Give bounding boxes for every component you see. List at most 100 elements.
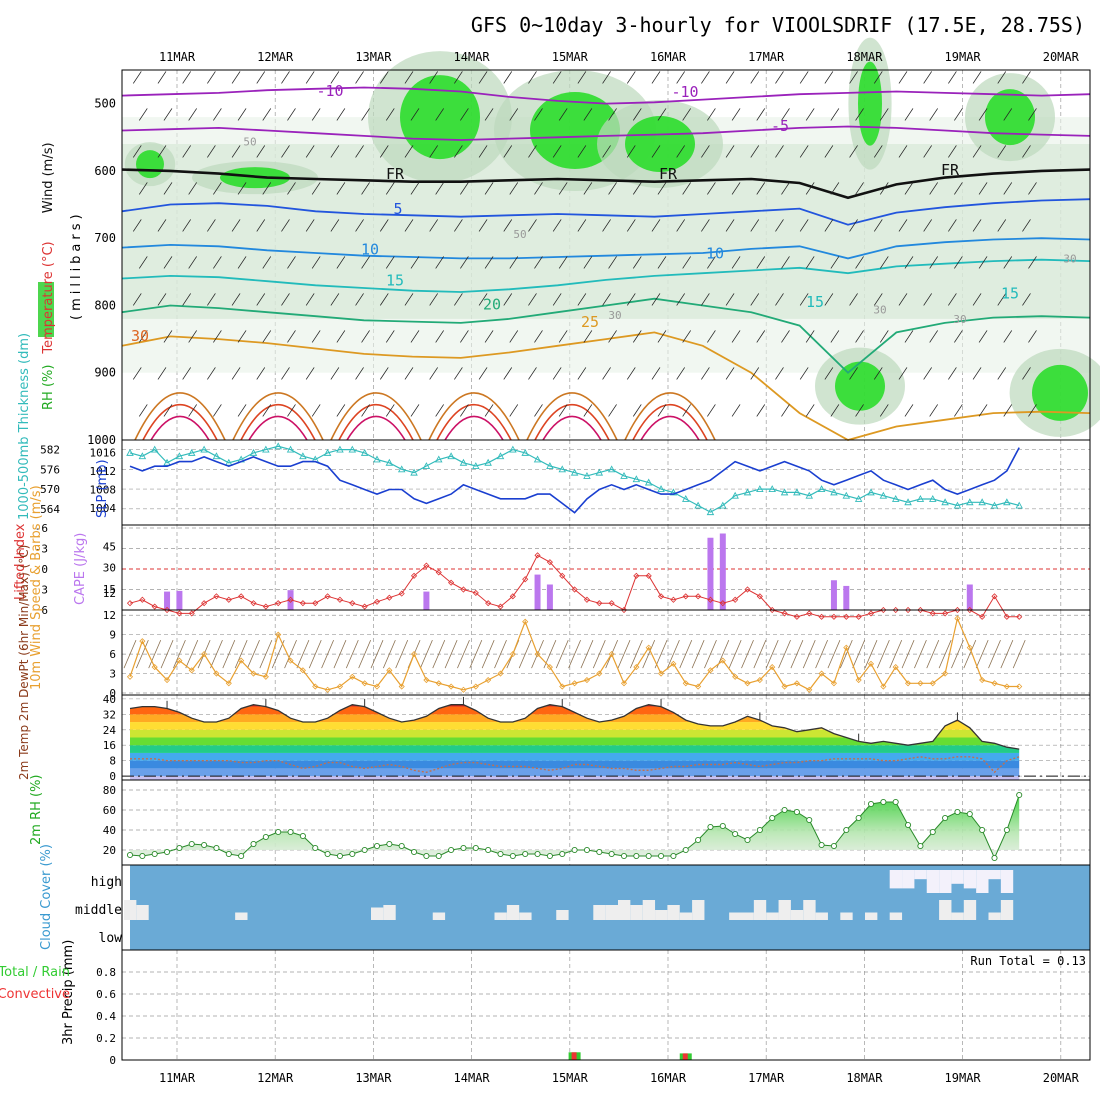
- wind-barb: [676, 293, 686, 306]
- cloud-middle-cell: [506, 905, 520, 920]
- wind-barb: [1028, 256, 1037, 269]
- wind-speed-marker: [448, 683, 455, 690]
- rh-marker: [892, 798, 899, 806]
- contour-label: 30: [953, 313, 966, 326]
- surface-wind-barb: [469, 639, 483, 669]
- rh-marker: [608, 850, 615, 858]
- temp-band: [130, 745, 1020, 753]
- wind-barb: [528, 71, 537, 84]
- lifted-index-marker: [151, 603, 158, 610]
- wind-barb: [503, 219, 513, 232]
- thickness-marker: [348, 445, 357, 453]
- wind-barb: [534, 404, 543, 417]
- wind-barb: [626, 219, 636, 232]
- wind-barb: [287, 108, 296, 121]
- rh-marker: [744, 836, 751, 844]
- lifted-index-marker: [818, 613, 825, 620]
- wind-barb: [484, 182, 494, 195]
- wind-speed-marker: [398, 683, 405, 690]
- surface-wind-barb: [938, 639, 952, 669]
- rh-green-cell: [1032, 364, 1088, 421]
- wind-barb: [1028, 182, 1037, 195]
- wind-speed-marker: [954, 615, 961, 622]
- wind-barb: [978, 404, 988, 417]
- wind-barb: [404, 71, 414, 84]
- surface-wind-barb: [333, 639, 347, 669]
- cloud-middle-cell: [371, 907, 384, 920]
- wind-barb: [484, 256, 494, 269]
- surface-wind-barb: [839, 639, 853, 669]
- date-label-top: 18MAR: [846, 50, 883, 64]
- wind-barb: [1022, 293, 1031, 306]
- wind-barb: [330, 71, 340, 84]
- slp-ylabel-right-group: SLP (mb): [95, 459, 110, 518]
- wind-barb: [305, 367, 315, 380]
- thickness-marker: [644, 478, 653, 486]
- cloud-high-cell: [926, 870, 940, 893]
- lifted-index-marker: [571, 586, 578, 593]
- surface-wind-barb: [148, 639, 162, 669]
- wind-barb: [805, 256, 815, 269]
- rh-legend-swatch: [38, 282, 54, 337]
- wind-barb: [849, 145, 858, 158]
- dewpoint-line: [130, 756, 1020, 774]
- wind-barb: [287, 330, 296, 343]
- rh-marker: [275, 828, 282, 836]
- wind-barb: [997, 71, 1007, 84]
- date-label-bottom: 17MAR: [748, 1071, 785, 1085]
- wind-barb: [305, 145, 315, 158]
- surface-wind-barb: [988, 639, 1001, 669]
- rh-green-cell: [858, 61, 882, 146]
- wind-barb: [830, 256, 840, 269]
- wind-barb: [898, 219, 908, 232]
- rh-green-cell: [625, 116, 695, 172]
- wind-barb: [509, 108, 519, 121]
- wind-barb: [256, 219, 266, 232]
- wind-barb: [731, 404, 741, 417]
- upper-ylabel-group: RH (%) Temperature (°C) Wind (m/s): [41, 142, 56, 410]
- date-label-bottom: 19MAR: [945, 1071, 982, 1085]
- surface-wind-barb: [642, 639, 656, 669]
- slp-tick-label: 1004: [90, 502, 117, 515]
- surface-wind-barb: [321, 639, 334, 669]
- wind-speed-marker: [793, 680, 800, 687]
- wind-barb: [132, 145, 142, 158]
- wind-barb: [824, 71, 834, 84]
- wind-barb: [330, 219, 340, 232]
- wind-barb: [558, 404, 568, 417]
- surface-wind-barb: [815, 639, 828, 669]
- surface-wind-barb: [790, 639, 804, 669]
- rh-marker: [583, 846, 591, 854]
- contour-label: 30: [873, 304, 886, 317]
- wind-barb: [132, 71, 142, 84]
- surface-wind-barb: [802, 639, 816, 669]
- wind-speed-marker: [571, 680, 578, 687]
- lifted-index-marker: [312, 600, 319, 607]
- rh-marker: [793, 808, 800, 816]
- wind-barb: [558, 108, 568, 121]
- rh-marker: [670, 852, 677, 860]
- wind-barb: [731, 108, 741, 121]
- surface-wind-barb: [370, 639, 384, 669]
- wind-speed-marker: [151, 664, 158, 671]
- wind-barb: [849, 293, 858, 306]
- rh-marker: [942, 814, 949, 822]
- rh-marker: [213, 844, 220, 852]
- rh-marker: [238, 852, 245, 860]
- wind-barb: [410, 182, 420, 195]
- cloud-middle-cell: [741, 912, 754, 920]
- pressure-tick-label: 900: [94, 366, 116, 380]
- wind-barb: [898, 145, 908, 158]
- wind-barb: [330, 145, 340, 158]
- wind-barb: [676, 145, 686, 158]
- wind-barb: [454, 145, 463, 158]
- isotherm-surface-arc: [526, 392, 618, 441]
- cloud-middle-cell: [630, 905, 643, 920]
- wind-speed-marker: [497, 670, 504, 677]
- surface-wind-barb: [135, 639, 149, 669]
- wind-speed-marker: [546, 664, 553, 671]
- wind-barb: [534, 182, 543, 195]
- thickness-marker: [941, 498, 949, 506]
- wind-barb: [404, 145, 414, 158]
- wind-barb: [972, 293, 982, 306]
